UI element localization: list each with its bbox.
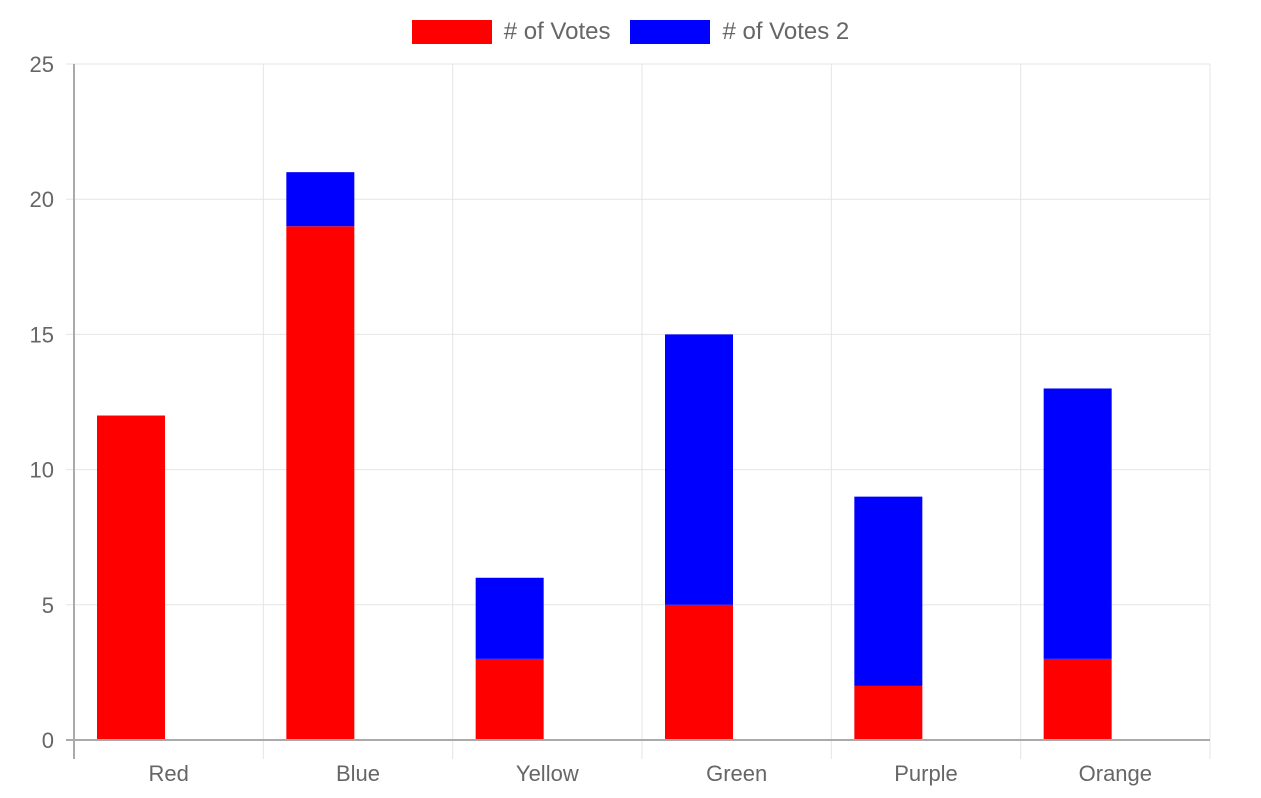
x-tick-label: Purple — [894, 761, 958, 786]
y-tick-label: 15 — [30, 322, 54, 347]
x-tick-label: Green — [706, 761, 767, 786]
legend-swatch-red — [411, 20, 492, 44]
legend-swatch-blue — [630, 20, 711, 44]
bar-segment[interactable] — [97, 415, 165, 740]
y-tick-label: 20 — [30, 187, 54, 212]
y-tick-label: 0 — [42, 728, 54, 753]
legend-item-votes[interactable]: # of Votes — [411, 18, 611, 46]
bar-segment[interactable] — [286, 226, 355, 741]
axis-labels: 0 5 10 15 20 25 Red Blue Yellow Green Purple Orange — [30, 52, 1153, 786]
bar-segment[interactable] — [475, 577, 544, 659]
x-tick-label: Red — [148, 761, 188, 786]
bar-segment[interactable] — [665, 334, 733, 605]
y-tick-label: 5 — [42, 593, 54, 618]
axes — [66, 64, 1210, 759]
bar-segment[interactable] — [854, 685, 923, 740]
legend-item-votes-2[interactable]: # of Votes 2 — [630, 18, 849, 46]
y-tick-label: 25 — [30, 52, 54, 77]
y-tick-label: 10 — [30, 458, 54, 483]
bar-segment[interactable] — [1043, 658, 1112, 740]
bar-segment[interactable] — [286, 172, 355, 227]
bar-segment[interactable] — [475, 658, 544, 740]
chart-legend: # of Votes # of Votes 2 — [0, 18, 1261, 46]
legend-label: # of Votes — [503, 18, 611, 45]
gridlines — [66, 63, 1211, 759]
legend-label: # of Votes 2 — [722, 18, 850, 45]
x-tick-label: Orange — [1079, 761, 1152, 786]
bars — [97, 172, 1112, 741]
bar-segment[interactable] — [854, 496, 923, 686]
x-tick-label: Blue — [336, 761, 380, 786]
bar-segment[interactable] — [1043, 388, 1112, 659]
bar-segment[interactable] — [665, 604, 733, 740]
x-tick-label: Yellow — [516, 761, 579, 786]
